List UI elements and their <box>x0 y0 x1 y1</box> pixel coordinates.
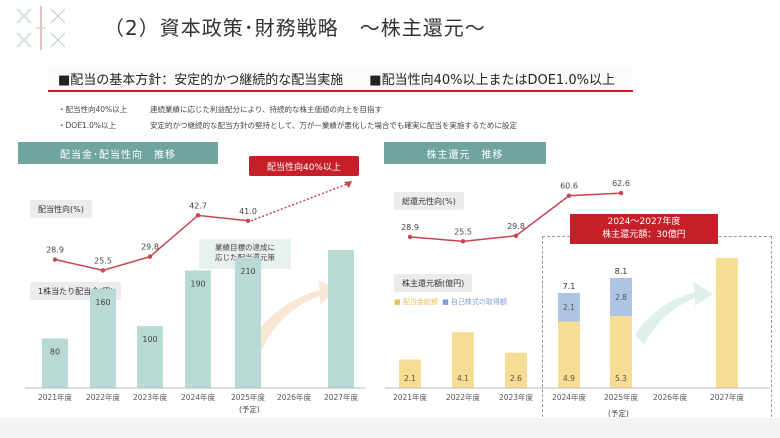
dps-bar-label: 80 <box>50 347 60 356</box>
left-chart: 80 160 100 190 210 28.9 25.5 29.8 42.7 41.0 2021… <box>25 181 365 402</box>
policy-right: ■配当性向40%以上またはDOE1.0%以上 <box>369 72 615 88</box>
payout-ratio-label: 配当性向(%) <box>30 200 92 218</box>
payout-ratio-point <box>52 257 58 262</box>
dividend-bar-label: 2.6 <box>510 374 522 383</box>
total-return-ratio-label: 25.5 <box>454 227 472 236</box>
legend-dividend: ■ 配当金総額 <box>394 298 438 306</box>
trend-arrowhead-icon <box>344 181 352 188</box>
total-return-label: 8.1 <box>615 267 628 276</box>
total-return-label: 7.1 <box>563 282 576 291</box>
left-x-tick: 2022年度 <box>86 392 121 402</box>
right-x-tick: 2021年度 <box>393 392 428 402</box>
payout-ratio-point <box>147 254 153 259</box>
growth-callout-line-2: 応じた配当還元策 <box>215 253 275 262</box>
payout-ratio-label: 28.9 <box>46 246 64 255</box>
dividend-bar-label: 2.1 <box>404 374 416 383</box>
dividend-bar-label: 4.9 <box>563 374 575 383</box>
left-x-tick: 2021年度 <box>38 392 73 402</box>
buyback-bar-label: 2.8 <box>615 293 627 302</box>
dividend-bar <box>399 359 421 388</box>
dividend-bar-target <box>716 258 738 388</box>
dividend-bar-label: 5.3 <box>615 374 627 383</box>
total-return-ratio-label: 60.6 <box>560 182 578 191</box>
note-row-2: ・DOE1.0%以上 安定的かつ継続的な配当方針の堅持として、万が一業績が悪化した… <box>58 120 517 131</box>
dps-bar-label: 210 <box>240 267 255 276</box>
dps-bar-label: 160 <box>95 298 110 307</box>
dps-bar <box>185 270 211 388</box>
left-x-tick: 2027年度 <box>324 392 359 402</box>
dividend-bar <box>558 321 580 388</box>
dps-bar <box>90 288 116 388</box>
page-title: （2）資本政策･財務戦略 ～株主還元～ <box>104 16 486 40</box>
buyback-bar-label: 2.1 <box>563 303 575 312</box>
right-x-tick: 2024年度 <box>552 392 587 402</box>
right-chart: 2.1 4.1 2.6 4.9 2.1 7.1 5.3 2.8 8.1 28.9 25.5 29.8… <box>385 179 770 402</box>
note-label: ・配当性向40%以上 <box>58 105 128 114</box>
left-x-tick: 2025年度 <box>231 392 266 402</box>
growth-callout-line-1: 業績目標の達成に <box>215 243 275 252</box>
policy-left: ■配当の基本方針：安定的かつ継続的な配当実施 <box>58 72 344 88</box>
dps-bar-label: 100 <box>142 335 157 344</box>
right-x-tick: 2025年度 <box>604 392 639 402</box>
note-text: 安定的かつ継続的な配当方針の堅持として、万が一業績が悪化した場合でも確実に配当を… <box>150 121 517 130</box>
payout-ratio-trend <box>250 182 351 222</box>
dps-bar <box>42 338 68 388</box>
dps-bar <box>137 326 163 388</box>
payout-ratio-point <box>245 218 251 223</box>
dps-bar-target <box>328 250 354 388</box>
payout-ratio-point <box>100 268 106 273</box>
legend: ■ 配当金総額 ■ 自己株式の取得額 <box>394 297 507 307</box>
dividend-bar <box>505 352 527 388</box>
payout-ratio-label: 25.5 <box>94 256 112 265</box>
return-target-line-2: 株主還元額：30億円 <box>602 230 686 240</box>
total-return-point <box>460 239 466 244</box>
right-x-tick: 2026年度 <box>653 392 688 402</box>
note-row-1: ・配当性向40%以上 連続業績に応じた利益配分により、持続的な株主価値の向上を目指… <box>58 104 382 115</box>
buyback-bar <box>610 278 632 317</box>
dividend-bar <box>610 316 632 388</box>
note-label: ・DOE1.0%以上 <box>58 121 116 130</box>
dps-bar <box>235 258 261 388</box>
payout-ratio-label: 29.8 <box>141 243 159 252</box>
dividend-bar-label: 4.1 <box>457 374 469 383</box>
growth-arrow-icon <box>252 280 338 350</box>
footer-strip <box>0 418 780 438</box>
left-x-tick: 2026年度 <box>277 392 312 402</box>
right-x-tick: 2022年度 <box>446 392 481 402</box>
right-forecast-note: (予定) <box>608 409 629 418</box>
total-return-point <box>513 233 519 238</box>
right-panel-header: 株主還元 推移 <box>384 142 546 164</box>
company-logo-icon <box>16 6 66 50</box>
dividend-bar <box>452 332 474 388</box>
payout-ratio-point <box>195 213 201 218</box>
payout-ratio-label: 41.0 <box>239 207 257 216</box>
total-return-point <box>566 193 572 198</box>
return-amount-label: 株主還元額(億円) <box>394 274 473 292</box>
payout-target-callout: 配当性向40%以上 <box>249 156 359 176</box>
return-target-line-1: 2024～2027年度 <box>607 217 681 227</box>
left-x-tick: 2024年度 <box>181 392 216 402</box>
total-return-ratio-label: 62.6 <box>612 179 630 188</box>
left-panel-header: 配当金･配当性向 推移 <box>18 142 218 164</box>
note-text: 連続業績に応じた利益配分により、持続的な株主価値の向上を目指す <box>150 105 383 114</box>
right-x-tick: 2023年度 <box>499 392 534 402</box>
total-return-point <box>407 234 413 240</box>
total-return-ratio-label: 29.8 <box>507 222 525 231</box>
legend-buyback: ■ 自己株式の取得額 <box>442 298 507 306</box>
growth-arrow-icon <box>635 282 713 345</box>
policy-box: ■配当の基本方針：安定的かつ継続的な配当実施 ■配当性向40%以上またはDOE1… <box>48 66 633 92</box>
right-x-tick: 2027年度 <box>710 392 745 402</box>
payout-ratio-label: 42.7 <box>189 201 207 210</box>
total-return-label: 総還元性向(%) <box>394 192 464 210</box>
left-forecast-note: (予定) <box>239 405 260 414</box>
left-x-tick: 2023年度 <box>133 392 168 402</box>
return-target-callout: 2024～2027年度 株主還元額：30億円 <box>570 214 718 244</box>
total-return-point <box>618 190 624 196</box>
buyback-bar <box>558 292 580 322</box>
total-return-ratio-label: 28.9 <box>401 223 419 232</box>
dps-bar-label: 190 <box>190 279 205 288</box>
